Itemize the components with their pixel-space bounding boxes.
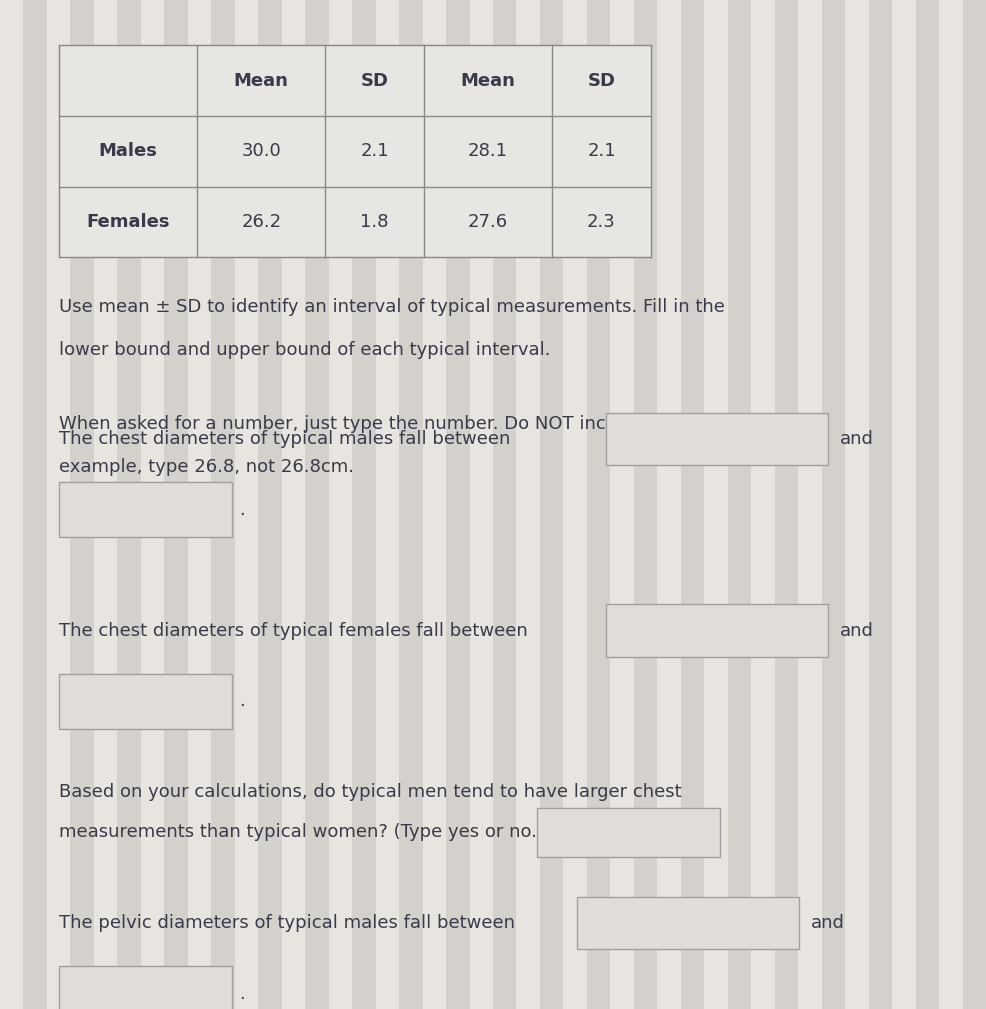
Bar: [821, 0, 845, 1009]
Bar: [47, 0, 70, 1009]
Text: SD: SD: [361, 72, 388, 90]
FancyBboxPatch shape: [59, 967, 232, 1009]
Bar: [845, 0, 869, 1009]
Bar: [517, 0, 540, 1009]
Text: 27.6: 27.6: [468, 213, 508, 231]
Bar: [446, 0, 469, 1009]
Text: 26.2: 26.2: [242, 213, 281, 231]
Bar: [634, 0, 658, 1009]
Bar: [704, 0, 728, 1009]
Bar: [306, 0, 328, 1009]
Bar: [399, 0, 423, 1009]
Text: 1.8: 1.8: [361, 213, 388, 231]
Text: 2.1: 2.1: [360, 142, 389, 160]
Text: Use mean ± SD to identify an interval of typical measurements. Fill in the: Use mean ± SD to identify an interval of…: [59, 298, 725, 316]
Bar: [799, 0, 821, 1009]
Bar: [328, 0, 352, 1009]
Bar: [258, 0, 282, 1009]
FancyBboxPatch shape: [537, 808, 720, 857]
Text: and: and: [840, 430, 874, 448]
Bar: [892, 0, 916, 1009]
Text: lower bound and upper bound of each typical interval.: lower bound and upper bound of each typi…: [59, 341, 550, 359]
Bar: [187, 0, 211, 1009]
Text: .: .: [240, 692, 246, 710]
Text: and: and: [840, 622, 874, 640]
Bar: [751, 0, 775, 1009]
Bar: [869, 0, 892, 1009]
Bar: [165, 0, 187, 1009]
Text: Mean: Mean: [234, 72, 289, 90]
Text: measurements than typical women? (Type yes or no.): measurements than typical women? (Type y…: [59, 823, 544, 842]
Text: .: .: [240, 985, 246, 1003]
FancyBboxPatch shape: [59, 674, 232, 730]
Text: 2.3: 2.3: [587, 213, 616, 231]
Text: and: and: [810, 914, 844, 932]
Bar: [728, 0, 751, 1009]
FancyBboxPatch shape: [577, 897, 799, 949]
Text: Females: Females: [87, 213, 170, 231]
Text: .: .: [240, 500, 246, 519]
Bar: [916, 0, 939, 1009]
Bar: [587, 0, 610, 1009]
FancyBboxPatch shape: [59, 482, 232, 537]
Bar: [493, 0, 517, 1009]
Text: example, type 26.8, not 26.8cm.: example, type 26.8, not 26.8cm.: [59, 458, 354, 476]
Text: When asked for a number, just type the number. Do NOT include units. For: When asked for a number, just type the n…: [59, 415, 735, 433]
Bar: [24, 0, 47, 1009]
Bar: [423, 0, 446, 1009]
Text: The pelvic diameters of typical males fall between: The pelvic diameters of typical males fa…: [59, 914, 515, 932]
Bar: [141, 0, 165, 1009]
Text: Based on your calculations, do typical men tend to have larger chest: Based on your calculations, do typical m…: [59, 783, 681, 801]
FancyBboxPatch shape: [606, 413, 828, 465]
Bar: [70, 0, 94, 1009]
FancyBboxPatch shape: [606, 604, 828, 657]
Bar: [540, 0, 563, 1009]
Bar: [0, 0, 24, 1009]
Bar: [563, 0, 587, 1009]
Bar: [680, 0, 704, 1009]
Bar: [117, 0, 141, 1009]
Text: Mean: Mean: [460, 72, 516, 90]
Bar: [352, 0, 376, 1009]
Bar: [775, 0, 799, 1009]
Bar: [376, 0, 399, 1009]
Bar: [211, 0, 235, 1009]
Text: The chest diameters of typical females fall between: The chest diameters of typical females f…: [59, 622, 528, 640]
Text: 2.1: 2.1: [587, 142, 616, 160]
Bar: [59, 45, 651, 257]
Bar: [962, 0, 986, 1009]
Bar: [235, 0, 258, 1009]
Text: Males: Males: [99, 142, 158, 160]
Text: SD: SD: [588, 72, 615, 90]
Text: 28.1: 28.1: [468, 142, 508, 160]
Bar: [658, 0, 680, 1009]
Bar: [469, 0, 493, 1009]
Bar: [610, 0, 634, 1009]
Bar: [939, 0, 962, 1009]
Text: 30.0: 30.0: [242, 142, 281, 160]
Text: The chest diameters of typical males fall between: The chest diameters of typical males fal…: [59, 430, 511, 448]
Bar: [94, 0, 117, 1009]
Bar: [282, 0, 306, 1009]
